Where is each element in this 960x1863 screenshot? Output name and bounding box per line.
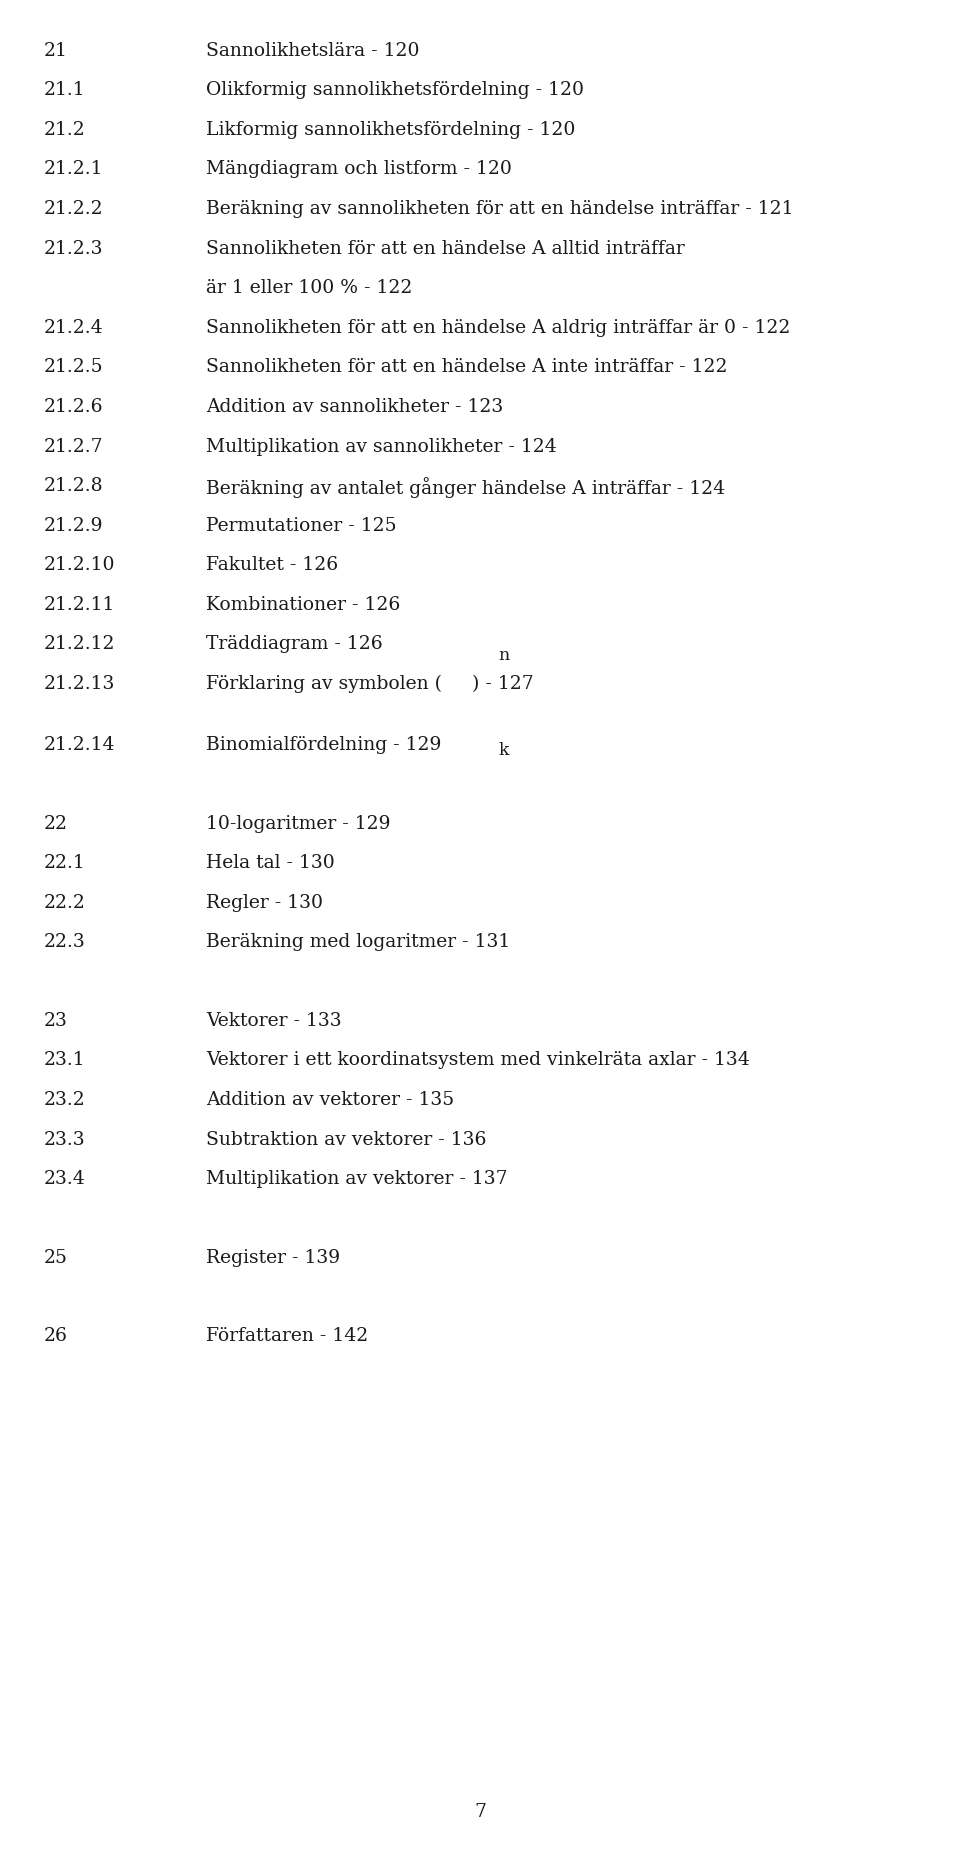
Text: Addition av vektorer - 135: Addition av vektorer - 135 <box>206 1092 455 1108</box>
Text: 25: 25 <box>43 1248 67 1267</box>
Text: 21.2.2: 21.2.2 <box>43 199 103 218</box>
Text: 21.2.14: 21.2.14 <box>43 736 114 755</box>
Text: Beräkning av antalet gånger händelse A inträffar - 124: Beräkning av antalet gånger händelse A i… <box>206 477 726 497</box>
Text: Regler - 130: Regler - 130 <box>206 894 324 911</box>
Text: Sannolikheten för att en händelse A inte inträffar - 122: Sannolikheten för att en händelse A inte… <box>206 358 728 376</box>
Text: Permutationer - 125: Permutationer - 125 <box>206 516 397 535</box>
Text: 21.2.9: 21.2.9 <box>43 516 103 535</box>
Text: Vektorer - 133: Vektorer - 133 <box>206 1012 342 1030</box>
Text: Sannolikhetslära - 120: Sannolikhetslära - 120 <box>206 41 420 60</box>
Text: 22.1: 22.1 <box>43 853 84 872</box>
Text: Författaren - 142: Författaren - 142 <box>206 1326 369 1345</box>
Text: Sannolikheten för att en händelse A alltid inträffar: Sannolikheten för att en händelse A allt… <box>206 240 685 257</box>
Text: Sannolikheten för att en händelse A aldrig inträffar är 0 - 122: Sannolikheten för att en händelse A aldr… <box>206 319 791 337</box>
Text: 21.2.6: 21.2.6 <box>43 399 103 415</box>
Text: Likformig sannolikhetsfördelning - 120: Likformig sannolikhetsfördelning - 120 <box>206 121 576 140</box>
Text: Olikformig sannolikhetsfördelning - 120: Olikformig sannolikhetsfördelning - 120 <box>206 82 585 99</box>
Text: 21.2.1: 21.2.1 <box>43 160 103 179</box>
Text: 21: 21 <box>43 41 67 60</box>
Text: Binomialfördelning - 129: Binomialfördelning - 129 <box>206 736 442 755</box>
Text: 23.4: 23.4 <box>43 1170 84 1189</box>
Text: 22.2: 22.2 <box>43 894 85 911</box>
Text: Förklaring av symbolen (     ) - 127: Förklaring av symbolen ( ) - 127 <box>206 674 534 693</box>
Text: Beräkning av sannolikheten för att en händelse inträffar - 121: Beräkning av sannolikheten för att en hä… <box>206 199 794 218</box>
Text: Addition av sannolikheter - 123: Addition av sannolikheter - 123 <box>206 399 504 415</box>
Text: är 1 eller 100 % - 122: är 1 eller 100 % - 122 <box>206 279 413 298</box>
Text: Multiplikation av sannolikheter - 124: Multiplikation av sannolikheter - 124 <box>206 438 557 455</box>
Text: 21.2.13: 21.2.13 <box>43 674 114 693</box>
Text: 22.3: 22.3 <box>43 933 84 952</box>
Text: 21.2.10: 21.2.10 <box>43 557 114 574</box>
Text: Träddiagram - 126: Träddiagram - 126 <box>206 635 383 654</box>
Text: Register - 139: Register - 139 <box>206 1248 341 1267</box>
Text: 23.1: 23.1 <box>43 1051 84 1069</box>
Text: 10-logaritmer - 129: 10-logaritmer - 129 <box>206 814 391 833</box>
Text: 21.2: 21.2 <box>43 121 84 140</box>
Text: 21.2.5: 21.2.5 <box>43 358 103 376</box>
Text: 21.2.8: 21.2.8 <box>43 477 103 496</box>
Text: Kombinationer - 126: Kombinationer - 126 <box>206 596 400 613</box>
Text: 21.2.11: 21.2.11 <box>43 596 114 613</box>
Text: Beräkning med logaritmer - 131: Beräkning med logaritmer - 131 <box>206 933 511 952</box>
Text: 21.2.7: 21.2.7 <box>43 438 103 455</box>
Text: n: n <box>498 646 510 665</box>
Text: Fakultet - 126: Fakultet - 126 <box>206 557 339 574</box>
Text: Mängdiagram och listform - 120: Mängdiagram och listform - 120 <box>206 160 513 179</box>
Text: 26: 26 <box>43 1326 67 1345</box>
Text: 7: 7 <box>474 1803 486 1822</box>
Text: Hela tal - 130: Hela tal - 130 <box>206 853 335 872</box>
Text: 21.2.12: 21.2.12 <box>43 635 114 654</box>
Text: Multiplikation av vektorer - 137: Multiplikation av vektorer - 137 <box>206 1170 508 1189</box>
Text: Vektorer i ett koordinatsystem med vinkelräta axlar - 134: Vektorer i ett koordinatsystem med vinke… <box>206 1051 750 1069</box>
Text: 23.3: 23.3 <box>43 1131 84 1149</box>
Text: 22: 22 <box>43 814 67 833</box>
Text: 21.2.3: 21.2.3 <box>43 240 103 257</box>
Text: 23: 23 <box>43 1012 67 1030</box>
Text: 23.2: 23.2 <box>43 1092 84 1108</box>
Text: Subtraktion av vektorer - 136: Subtraktion av vektorer - 136 <box>206 1131 487 1149</box>
Text: 21.2.4: 21.2.4 <box>43 319 103 337</box>
Text: k: k <box>499 741 510 760</box>
Text: 21.1: 21.1 <box>43 82 84 99</box>
